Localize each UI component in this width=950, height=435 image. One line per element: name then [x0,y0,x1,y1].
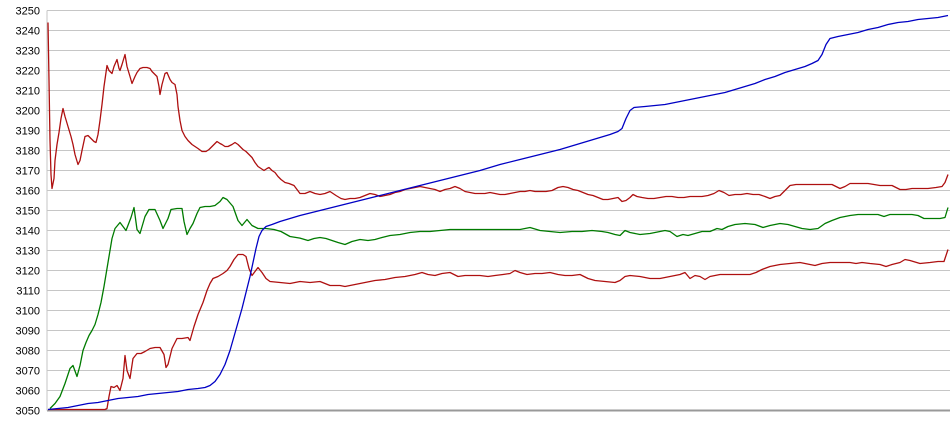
y-axis-label: 3250 [16,6,40,18]
series-line-upper-dark-red [47,22,949,203]
y-axis-label: 3140 [16,226,40,238]
y-axis-label: 3150 [16,206,40,218]
y-axis-label: 3230 [16,46,40,58]
y-axis-label: 3210 [16,86,40,98]
y-axis-label: 3160 [16,186,40,198]
y-axis-label: 3240 [16,26,40,38]
y-axis-label: 3120 [16,266,40,278]
y-axis-label: 3070 [16,366,40,378]
y-axis-label: 3060 [16,386,40,398]
y-axis-label: 3100 [16,306,40,318]
y-axis-label: 3190 [16,126,40,138]
series-line-green [49,196,949,409]
y-axis-label: 3050 [16,406,40,418]
y-axis-label: 3130 [16,246,40,258]
y-axis-label: 3110 [16,286,40,298]
y-axis-label: 3090 [16,326,40,338]
y-axis-label: 3170 [16,166,40,178]
series-line-blue [47,14,949,411]
y-axis-label: 3080 [16,346,40,358]
y-axis-label: 3220 [16,66,40,78]
y-axis-label: 3200 [16,106,40,118]
series-line-lower-dark-red [48,249,949,411]
y-axis-label: 3180 [16,146,40,158]
